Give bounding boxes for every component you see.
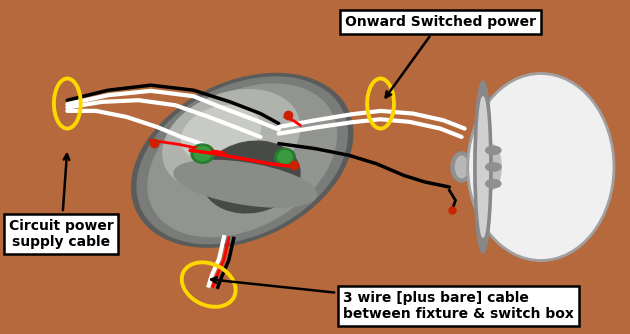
Ellipse shape — [194, 147, 211, 161]
Ellipse shape — [278, 151, 292, 163]
Ellipse shape — [486, 180, 501, 188]
Ellipse shape — [132, 73, 353, 247]
Ellipse shape — [486, 163, 501, 171]
Ellipse shape — [203, 141, 300, 213]
Ellipse shape — [474, 81, 492, 253]
Ellipse shape — [478, 97, 488, 237]
Ellipse shape — [451, 152, 472, 182]
Ellipse shape — [486, 146, 501, 154]
Ellipse shape — [191, 144, 214, 163]
Ellipse shape — [148, 84, 336, 236]
Ellipse shape — [455, 156, 467, 178]
Ellipse shape — [275, 148, 295, 166]
Ellipse shape — [467, 73, 614, 261]
Ellipse shape — [181, 106, 260, 162]
Text: Onward Switched power: Onward Switched power — [345, 15, 536, 97]
Text: 3 wire [plus bare] cable
between fixture & switch box: 3 wire [plus bare] cable between fixture… — [211, 277, 574, 321]
Ellipse shape — [477, 144, 501, 190]
Ellipse shape — [137, 77, 347, 243]
Ellipse shape — [472, 137, 506, 197]
Ellipse shape — [163, 90, 300, 191]
Text: Circuit power
supply cable: Circuit power supply cable — [9, 154, 113, 249]
Ellipse shape — [174, 160, 316, 207]
